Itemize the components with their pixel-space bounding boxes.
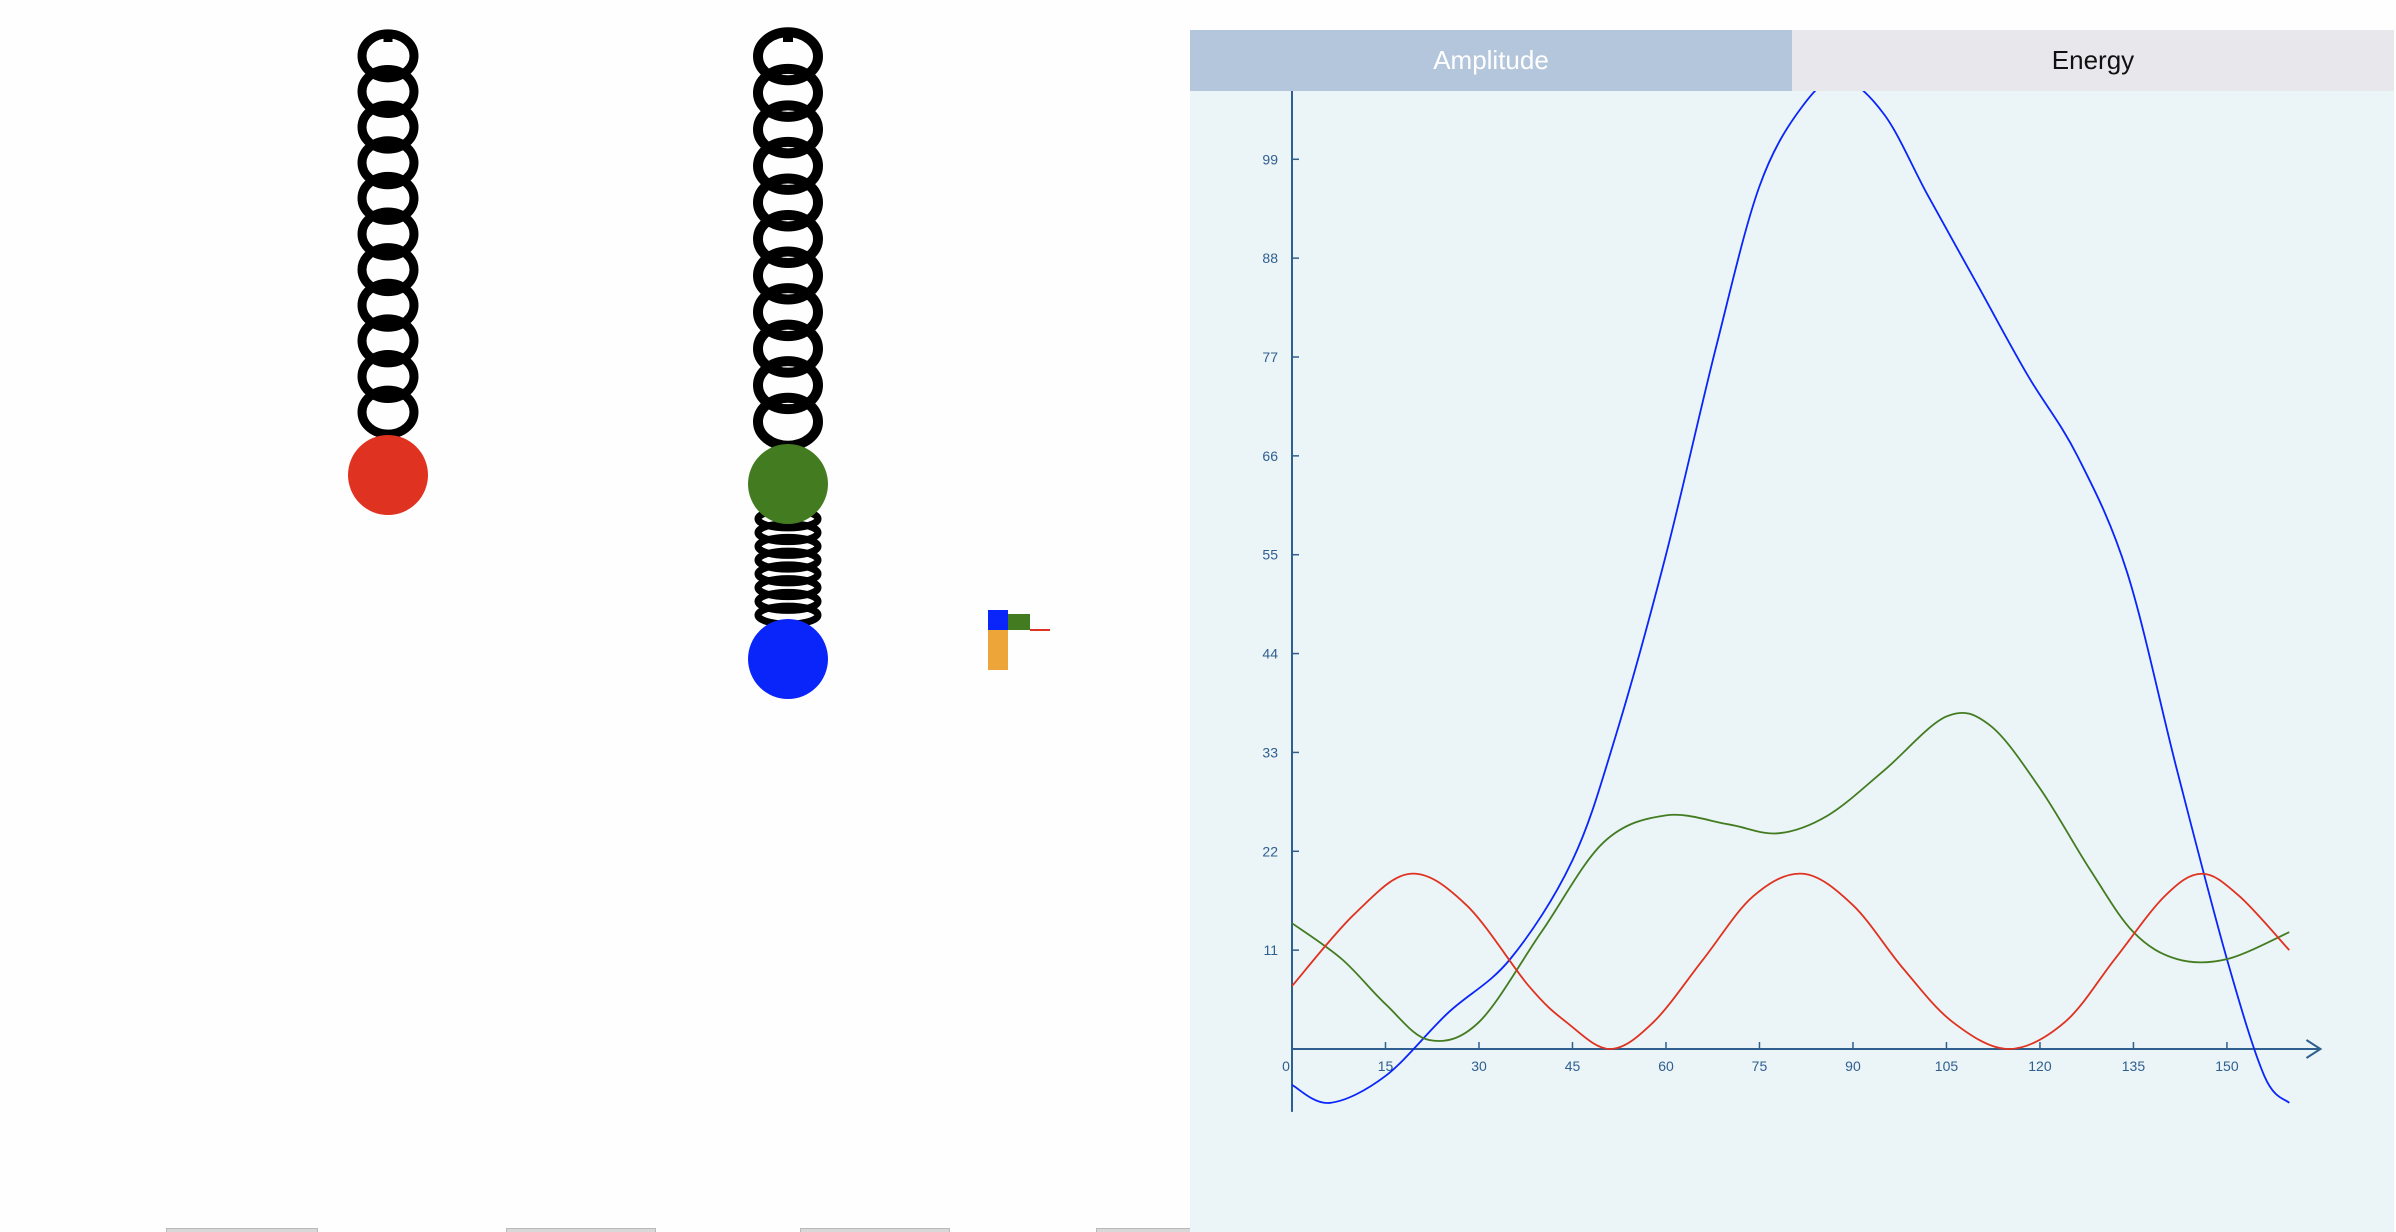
x-tick-label: 135: [2122, 1058, 2146, 1074]
red-mass[interactable]: [348, 435, 428, 515]
graph-panel: Amplitude Energy 0 15 30 45 60 75 90 105 120 135 1…: [1190, 30, 2394, 1232]
tab-energy[interactable]: Energy: [1792, 30, 2394, 91]
green-mass[interactable]: [748, 444, 828, 524]
orange-energy-bar: [988, 630, 1008, 670]
x-tick-label: 30: [1471, 1058, 1487, 1074]
y-tick-label: 55: [1262, 547, 1278, 563]
spring-2-upper[interactable]: [758, 32, 818, 446]
blue-mass-amplitude-line: [1292, 91, 2289, 1103]
amplitude-chart: 0 15 30 45 60 75 90 105 120 135 150112233445566778…: [1190, 91, 2394, 1232]
control-button-2[interactable]: [506, 1228, 656, 1232]
blue-mass[interactable]: [748, 619, 828, 699]
red-energy-bar: [1030, 629, 1050, 631]
x-tick-label: 75: [1752, 1058, 1768, 1074]
y-tick-label: 22: [1262, 843, 1278, 859]
y-tick-label: 99: [1262, 151, 1278, 167]
y-tick-label: 66: [1262, 448, 1278, 464]
spring-1[interactable]: [362, 32, 414, 434]
green-energy-bar: [1008, 614, 1030, 630]
tab-amplitude[interactable]: Amplitude: [1190, 30, 1792, 91]
x-tick-label: 90: [1845, 1058, 1861, 1074]
y-tick-label: 33: [1262, 744, 1278, 760]
x-tick-label: 150: [2215, 1058, 2239, 1074]
x-tick-label: 60: [1658, 1058, 1674, 1074]
x-tick-label: 45: [1565, 1058, 1581, 1074]
x-tick-label: 0: [1282, 1058, 1290, 1074]
simulation-area: [0, 0, 1190, 1232]
y-tick-label: 11: [1263, 942, 1278, 958]
blue-energy-bar: [988, 610, 1008, 630]
red-mass-amplitude-line: [1292, 874, 2289, 1049]
x-tick-label: 120: [2028, 1058, 2052, 1074]
x-tick-label: 105: [1935, 1058, 1959, 1074]
control-button-1[interactable]: [166, 1228, 318, 1232]
green-mass-amplitude-line: [1292, 713, 2289, 1041]
control-button-3[interactable]: [800, 1228, 950, 1232]
y-tick-label: 88: [1262, 250, 1278, 266]
y-tick-label: 77: [1262, 349, 1278, 365]
y-tick-label: 44: [1262, 646, 1278, 662]
